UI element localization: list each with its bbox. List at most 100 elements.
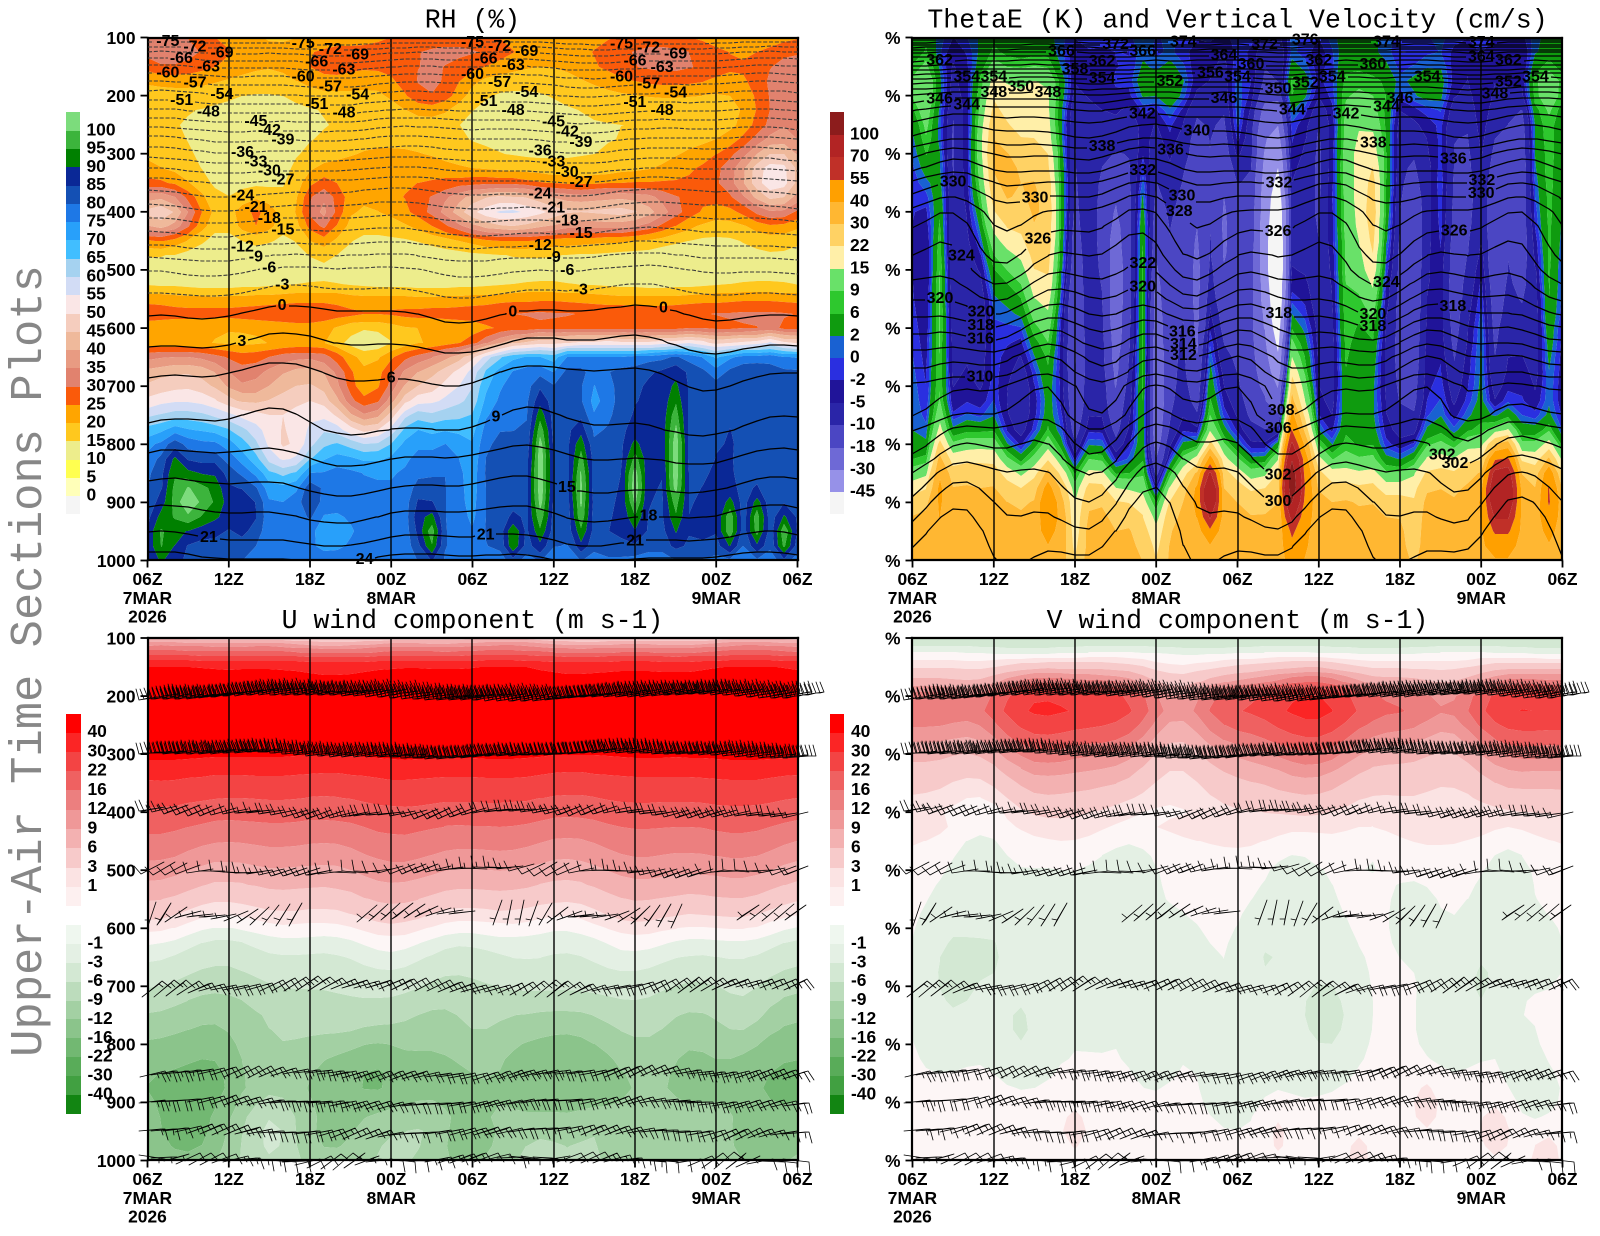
- svg-text:-1: -1: [851, 932, 867, 952]
- svg-text:354: 354: [980, 69, 1007, 86]
- svg-text:-10: -10: [850, 414, 875, 434]
- svg-text:320: 320: [1360, 306, 1387, 323]
- svg-text:364: 364: [1211, 47, 1238, 64]
- svg-text:100: 100: [106, 628, 135, 648]
- svg-text:-63: -63: [651, 59, 674, 76]
- svg-text:%: %: [885, 744, 900, 764]
- svg-text:-6: -6: [262, 259, 276, 276]
- svg-text:100: 100: [87, 119, 116, 139]
- svg-text:00Z: 00Z: [376, 569, 406, 589]
- svg-text:-42: -42: [556, 124, 579, 141]
- svg-text:%: %: [885, 977, 900, 997]
- svg-text:21: 21: [477, 527, 495, 544]
- svg-text:346: 346: [1211, 90, 1238, 107]
- svg-text:22: 22: [850, 235, 869, 255]
- svg-text:900: 900: [106, 493, 135, 513]
- svg-text:95: 95: [87, 138, 107, 158]
- svg-text:-12: -12: [529, 237, 552, 254]
- svg-text:330: 330: [1022, 190, 1049, 207]
- svg-text:310: 310: [967, 369, 994, 386]
- svg-text:-60: -60: [610, 69, 633, 86]
- svg-text:-63: -63: [197, 59, 220, 76]
- svg-text:-60: -60: [461, 66, 484, 83]
- svg-text:-30: -30: [258, 163, 281, 180]
- svg-text:16: 16: [88, 779, 108, 799]
- svg-text:%: %: [885, 377, 900, 397]
- svg-text:364: 364: [1468, 48, 1495, 65]
- svg-text:06Z: 06Z: [1548, 1169, 1578, 1189]
- svg-text:348: 348: [980, 84, 1007, 101]
- svg-text:324: 324: [948, 248, 975, 265]
- svg-text:-1: -1: [88, 932, 104, 952]
- svg-text:-39: -39: [569, 134, 592, 151]
- svg-text:15: 15: [87, 430, 107, 450]
- svg-text:%: %: [885, 435, 900, 455]
- svg-text:354: 354: [1089, 70, 1116, 87]
- svg-text:354: 354: [1414, 69, 1441, 86]
- svg-text:%: %: [885, 628, 900, 648]
- svg-text:06Z: 06Z: [898, 1169, 928, 1189]
- svg-text:-57: -57: [637, 76, 660, 93]
- svg-text:302: 302: [1265, 467, 1292, 484]
- svg-text:-6: -6: [88, 970, 104, 990]
- svg-text:-66: -66: [305, 54, 328, 71]
- svg-text:-51: -51: [623, 94, 646, 111]
- svg-text:-57: -57: [488, 74, 511, 91]
- svg-text:318: 318: [1360, 318, 1387, 335]
- svg-text:65: 65: [87, 247, 107, 267]
- svg-text:06Z: 06Z: [1548, 569, 1578, 589]
- svg-text:200: 200: [106, 686, 135, 706]
- svg-text:-54: -54: [664, 85, 687, 102]
- svg-text:-66: -66: [170, 50, 193, 67]
- svg-text:338: 338: [1089, 138, 1116, 155]
- svg-text:-72: -72: [183, 38, 206, 55]
- svg-text:-21: -21: [245, 199, 268, 216]
- svg-text:352: 352: [1495, 74, 1522, 91]
- svg-text:-33: -33: [542, 154, 565, 171]
- svg-text:%: %: [885, 1035, 900, 1055]
- svg-text:%: %: [885, 919, 900, 939]
- svg-text:15: 15: [558, 479, 576, 496]
- svg-text:-18: -18: [556, 212, 579, 229]
- svg-text:3: 3: [851, 856, 861, 876]
- svg-text:366: 366: [1129, 43, 1156, 60]
- svg-text:18Z: 18Z: [1385, 1169, 1415, 1189]
- svg-text:12Z: 12Z: [979, 569, 1009, 589]
- svg-text:8MAR: 8MAR: [1132, 588, 1182, 608]
- svg-text:-21: -21: [542, 200, 565, 217]
- svg-text:7MAR: 7MAR: [123, 588, 173, 608]
- svg-text:0: 0: [659, 300, 668, 317]
- svg-text:-45: -45: [850, 481, 875, 501]
- svg-text:00Z: 00Z: [701, 569, 731, 589]
- svg-text:%: %: [885, 551, 900, 571]
- svg-text:12Z: 12Z: [539, 1169, 569, 1189]
- svg-text:314: 314: [1170, 336, 1197, 353]
- svg-text:500: 500: [106, 861, 135, 881]
- svg-text:346: 346: [1387, 90, 1414, 107]
- svg-text:312: 312: [1170, 347, 1197, 364]
- svg-text:320: 320: [927, 290, 954, 307]
- svg-text:7MAR: 7MAR: [888, 1188, 938, 1208]
- svg-text:-15: -15: [271, 222, 294, 239]
- svg-text:06Z: 06Z: [1223, 1169, 1253, 1189]
- svg-text:RH (%): RH (%): [425, 6, 520, 36]
- svg-text:V wind component (m s-1): V wind component (m s-1): [1047, 606, 1429, 636]
- svg-text:326: 326: [1024, 230, 1051, 247]
- svg-text:00Z: 00Z: [376, 1169, 406, 1189]
- svg-text:500: 500: [106, 260, 135, 280]
- svg-text:374: 374: [1373, 33, 1400, 50]
- svg-text:40: 40: [87, 339, 106, 359]
- svg-text:400: 400: [106, 803, 135, 823]
- svg-text:0: 0: [508, 303, 517, 320]
- svg-text:-57: -57: [319, 78, 342, 95]
- svg-text:-3: -3: [88, 951, 104, 971]
- svg-text:0: 0: [87, 485, 97, 505]
- svg-text:-69: -69: [346, 47, 369, 64]
- svg-text:340: 340: [1183, 122, 1210, 139]
- svg-text:348: 348: [1482, 85, 1509, 102]
- svg-text:-30: -30: [88, 1065, 113, 1085]
- svg-text:-18: -18: [258, 210, 281, 227]
- svg-text:350: 350: [1007, 78, 1034, 95]
- svg-text:330: 330: [1468, 185, 1495, 202]
- svg-text:30: 30: [851, 741, 870, 761]
